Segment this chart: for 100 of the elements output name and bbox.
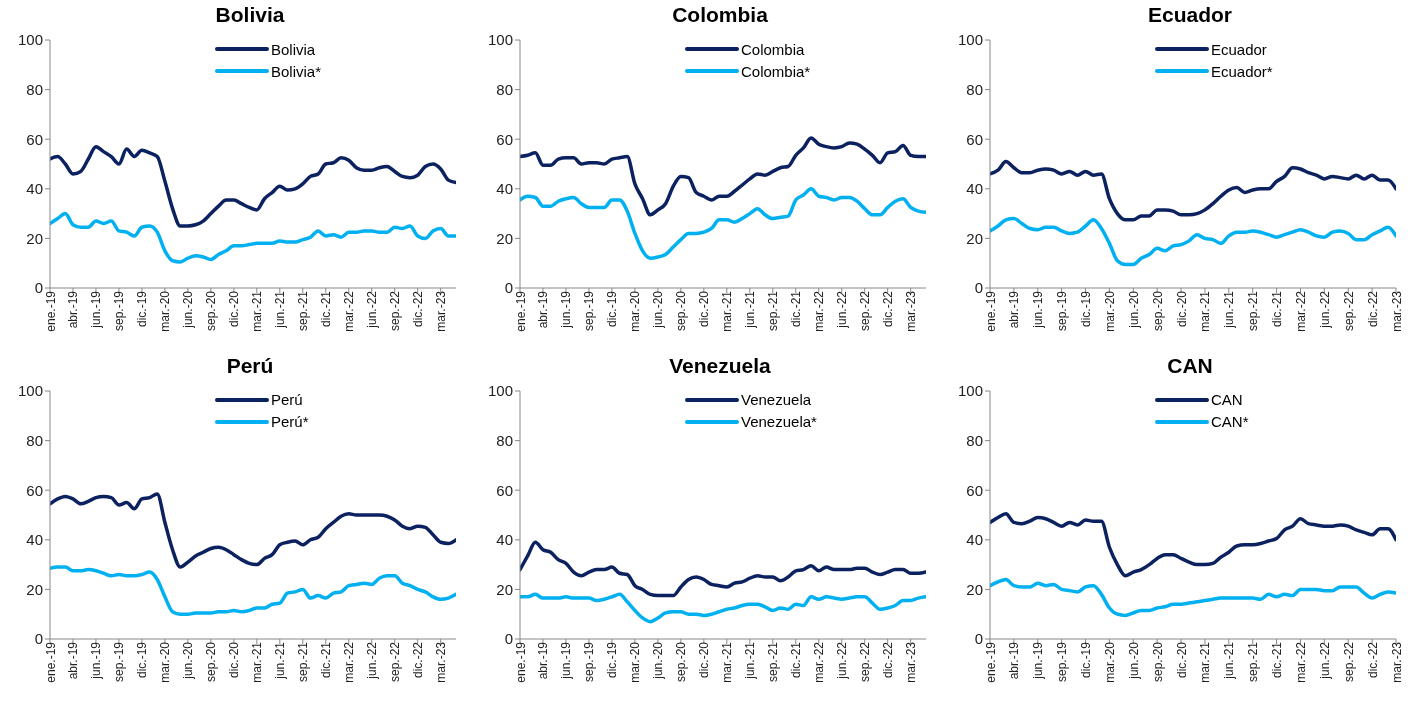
y-tick-label: 0: [34, 629, 43, 647]
x-tick-label: ene.-19: [983, 290, 998, 332]
x-tick-label: dic.-22: [881, 290, 896, 328]
x-tick-label: mar.-21: [250, 290, 265, 332]
chart-title: Ecuador: [1147, 2, 1233, 28]
x-tick-label: abr.-19: [1007, 641, 1022, 679]
legend-label: Bolivia*: [271, 62, 322, 80]
x-tick-label: dic.-19: [135, 290, 150, 328]
x-tick-label: dic.-20: [1174, 290, 1189, 328]
x-tick-label: jun.-20: [1126, 641, 1141, 680]
legend-label: Colombia: [741, 40, 805, 58]
x-tick-label: abr.-19: [536, 290, 551, 329]
x-tick-label: abr.-19: [66, 290, 81, 329]
y-tick-label: 40: [966, 180, 983, 198]
x-tick-label: dic.-21: [789, 641, 804, 678]
y-tick-label: 100: [487, 31, 513, 49]
line-series: [50, 564, 456, 616]
x-tick-label: dic.-21: [1270, 641, 1285, 678]
y-tick-label: 100: [487, 381, 513, 399]
x-tick-label: sep.-21: [766, 290, 781, 332]
line-series: [990, 577, 1396, 617]
x-tick-label: sep.-21: [1246, 290, 1261, 332]
x-tick-label: dic.-21: [1270, 290, 1285, 328]
x-tick-label: sep.-20: [204, 641, 219, 682]
x-tick-label: mar.-20: [628, 641, 643, 683]
x-tick-label: mar.-20: [1102, 641, 1117, 683]
x-tick-label: jun.-19: [1031, 641, 1046, 680]
y-tick-label: 20: [496, 580, 513, 598]
y-tick-label: 60: [26, 130, 43, 148]
x-tick-label: dic.-19: [135, 641, 150, 678]
y-tick-label: 40: [26, 180, 43, 198]
x-tick-label: dic.-19: [1079, 290, 1094, 328]
x-tick-label: sep.-19: [582, 290, 597, 332]
x-tick-label: sep.-19: [112, 641, 127, 682]
y-tick-label: 0: [504, 279, 513, 297]
chart-title: Venezuela: [668, 352, 772, 379]
x-tick-label: dic.-22: [411, 290, 426, 328]
chart-title: Colombia: [671, 2, 769, 28]
x-tick-label: sep.-20: [1150, 641, 1165, 682]
x-tick-label: dic.-19: [1079, 641, 1094, 678]
x-tick-label: mar.-23: [1389, 290, 1404, 332]
y-tick-label: 20: [966, 580, 983, 598]
y-tick-label: 80: [966, 431, 983, 449]
x-tick-label: jun.-22: [365, 641, 380, 680]
x-tick-label: dic.-19: [605, 641, 620, 678]
y-tick-label: 100: [957, 381, 983, 399]
legend-label: CAN: [1211, 391, 1243, 408]
x-tick-label: mar.-22: [342, 641, 357, 683]
legend-label: Colombia*: [741, 62, 811, 80]
x-tick-label: dic.-19: [605, 290, 620, 328]
x-tick-label: jun.-20: [651, 641, 666, 680]
line-series: [990, 216, 1396, 267]
x-tick-label: sep.-21: [296, 641, 311, 682]
y-tick-label: 80: [496, 431, 513, 449]
x-tick-label: sep.-22: [1341, 290, 1356, 332]
x-tick-label: abr.-19: [536, 641, 551, 679]
x-tick-label: dic.-21: [319, 641, 334, 678]
y-tick-label: 40: [496, 530, 513, 548]
x-tick-label: dic.-20: [697, 641, 712, 678]
y-tick-label: 60: [496, 130, 513, 148]
x-tick-label: sep.-20: [674, 290, 689, 332]
x-tick-label: ene.-19: [513, 290, 528, 332]
x-tick-label: dic.-20: [227, 641, 242, 678]
x-tick-label: jun.-19: [89, 290, 104, 329]
x-tick-label: mar.-21: [1198, 290, 1213, 332]
x-tick-label: ene.-19: [513, 641, 528, 683]
x-tick-label: jun.-21: [273, 641, 288, 680]
legend-label: Ecuador: [1211, 40, 1267, 58]
line-series: [520, 592, 926, 623]
x-tick-label: jun.-21: [1222, 290, 1237, 329]
y-tick-label: 100: [17, 31, 43, 49]
y-tick-label: 20: [966, 229, 983, 247]
x-tick-label: mar.-22: [812, 641, 827, 683]
x-tick-label: sep.-19: [112, 290, 127, 332]
x-tick-label: mar.-23: [434, 641, 449, 683]
y-tick-label: 0: [34, 279, 43, 297]
line-series: [50, 491, 456, 569]
x-tick-label: mar.-23: [904, 641, 919, 683]
x-tick-label: jun.-21: [743, 290, 758, 329]
x-tick-label: jun.-21: [1222, 641, 1237, 680]
y-tick-label: 60: [26, 481, 43, 499]
x-tick-label: ene.-19: [43, 641, 58, 683]
x-tick-label: dic.-22: [1365, 290, 1380, 328]
y-tick-label: 20: [496, 229, 513, 247]
x-tick-label: jun.-19: [89, 641, 104, 680]
y-tick-label: 80: [26, 431, 43, 449]
x-tick-label: mar.-21: [720, 290, 735, 332]
x-tick-label: jun.-21: [743, 641, 758, 680]
x-tick-label: jun.-19: [559, 290, 574, 329]
y-tick-label: 100: [17, 381, 43, 399]
legend-label: CAN*: [1211, 413, 1249, 430]
x-tick-label: dic.-20: [1174, 641, 1189, 678]
x-tick-label: jun.-21: [273, 290, 288, 329]
x-tick-label: jun.-22: [1317, 641, 1332, 680]
x-tick-label: mar.-22: [342, 290, 357, 332]
legend-label: Perú*: [271, 413, 309, 430]
y-tick-label: 60: [496, 481, 513, 499]
x-tick-label: mar.-21: [250, 641, 265, 683]
y-tick-label: 100: [957, 31, 983, 49]
line-series: [990, 511, 1396, 578]
